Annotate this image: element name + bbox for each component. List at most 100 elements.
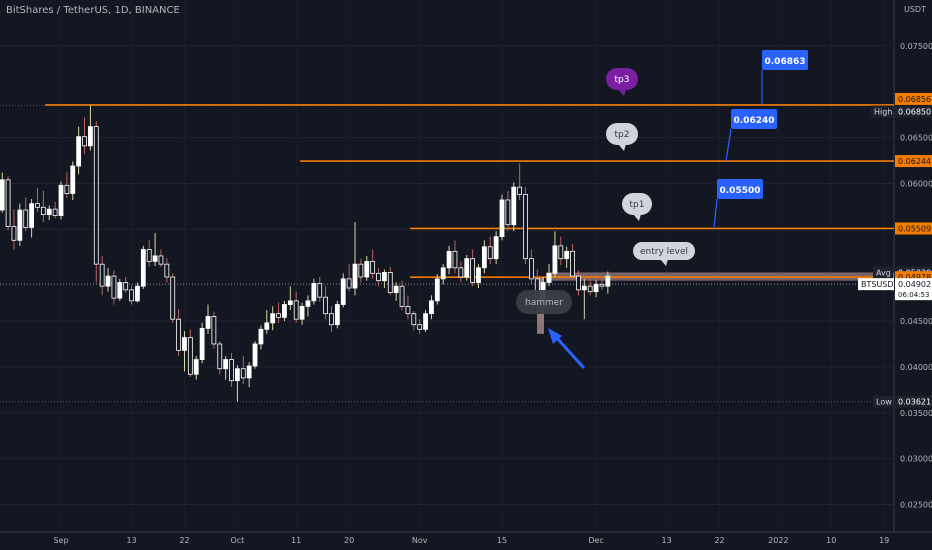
candle[interactable] (529, 258, 534, 280)
candle[interactable] (340, 278, 346, 305)
candle[interactable] (311, 283, 317, 302)
candle[interactable] (187, 337, 193, 375)
candle[interactable] (564, 250, 570, 260)
candle[interactable] (46, 208, 52, 216)
candle[interactable] (234, 368, 240, 382)
candle[interactable] (93, 126, 99, 265)
candle[interactable] (411, 313, 417, 326)
candle[interactable] (481, 246, 487, 269)
candle[interactable] (523, 194, 528, 260)
candle[interactable] (376, 272, 381, 282)
candle[interactable] (129, 289, 134, 302)
candle[interactable] (105, 275, 111, 287)
candle[interactable] (211, 316, 217, 345)
candle[interactable] (358, 263, 364, 278)
candle[interactable] (558, 245, 564, 260)
candle[interactable] (570, 250, 575, 277)
candle[interactable] (476, 267, 481, 283)
candle[interactable] (423, 313, 428, 330)
tp3-bubble[interactable] (606, 68, 638, 90)
candle[interactable] (323, 296, 329, 315)
candle[interactable] (111, 275, 117, 299)
candle[interactable] (517, 186, 523, 195)
candle[interactable] (223, 359, 229, 370)
candle[interactable] (76, 136, 82, 167)
candle[interactable] (82, 136, 87, 147)
candle[interactable] (11, 226, 17, 241)
tp1-callout-box[interactable] (717, 179, 763, 199)
candle[interactable] (346, 278, 352, 289)
candle[interactable] (117, 282, 123, 299)
candle[interactable] (40, 206, 46, 216)
candle[interactable] (205, 316, 211, 329)
candle[interactable] (417, 324, 423, 330)
candle[interactable] (146, 249, 152, 262)
candle[interactable] (64, 184, 70, 194)
candle[interactable] (217, 343, 223, 370)
candle[interactable] (452, 250, 458, 269)
candle[interactable] (329, 313, 334, 326)
candle[interactable] (123, 282, 129, 291)
candle[interactable] (229, 359, 234, 382)
candle[interactable] (405, 305, 411, 315)
candle[interactable] (546, 272, 552, 283)
candle[interactable] (299, 305, 305, 320)
candle[interactable] (446, 250, 452, 269)
candle[interactable] (29, 203, 35, 228)
candle[interactable] (381, 272, 387, 282)
candle[interactable] (135, 285, 140, 302)
candle[interactable] (287, 300, 293, 305)
candle[interactable] (35, 203, 40, 208)
candle[interactable] (140, 249, 146, 287)
candle[interactable] (487, 246, 493, 260)
candle[interactable] (352, 263, 358, 289)
candle[interactable] (270, 313, 276, 324)
candle[interactable] (264, 322, 270, 330)
candle[interactable] (164, 263, 170, 278)
candle[interactable] (399, 285, 405, 307)
candle[interactable] (505, 199, 511, 226)
candle[interactable] (434, 278, 440, 302)
tp2-callout-box[interactable] (731, 109, 777, 129)
candle[interactable] (52, 208, 58, 216)
candle[interactable] (511, 186, 517, 226)
candle[interactable] (17, 209, 23, 241)
candle[interactable] (493, 236, 499, 260)
candle[interactable] (5, 179, 11, 227)
entry-bubble[interactable] (633, 242, 695, 260)
candle[interactable] (387, 272, 393, 293)
candle[interactable] (440, 267, 446, 280)
candle[interactable] (170, 276, 176, 320)
candle[interactable] (599, 283, 605, 287)
candle[interactable] (317, 283, 323, 298)
candle[interactable] (393, 285, 399, 294)
candle[interactable] (552, 245, 558, 274)
candle[interactable] (182, 337, 187, 351)
candle[interactable] (158, 255, 164, 265)
candle[interactable] (258, 328, 264, 345)
tp2-bubble[interactable] (606, 123, 638, 145)
candle[interactable] (587, 285, 593, 293)
candle[interactable] (70, 165, 76, 194)
candle[interactable] (576, 275, 581, 291)
candle[interactable] (252, 343, 258, 367)
candle[interactable] (334, 304, 340, 326)
candle[interactable] (193, 359, 199, 375)
candle[interactable] (581, 285, 587, 291)
candle[interactable] (605, 275, 611, 287)
candle[interactable] (464, 258, 470, 278)
candle[interactable] (58, 184, 64, 216)
candle[interactable] (370, 261, 376, 274)
candle[interactable] (176, 318, 182, 351)
candle[interactable] (293, 300, 299, 320)
candle[interactable] (152, 255, 158, 262)
candle[interactable] (470, 258, 476, 283)
candle[interactable] (246, 365, 252, 379)
candle[interactable] (23, 209, 29, 228)
candle[interactable] (282, 304, 287, 318)
candle[interactable] (240, 368, 246, 379)
candle[interactable] (458, 267, 464, 278)
hammer-bubble[interactable] (516, 290, 572, 314)
candle[interactable] (305, 300, 311, 307)
